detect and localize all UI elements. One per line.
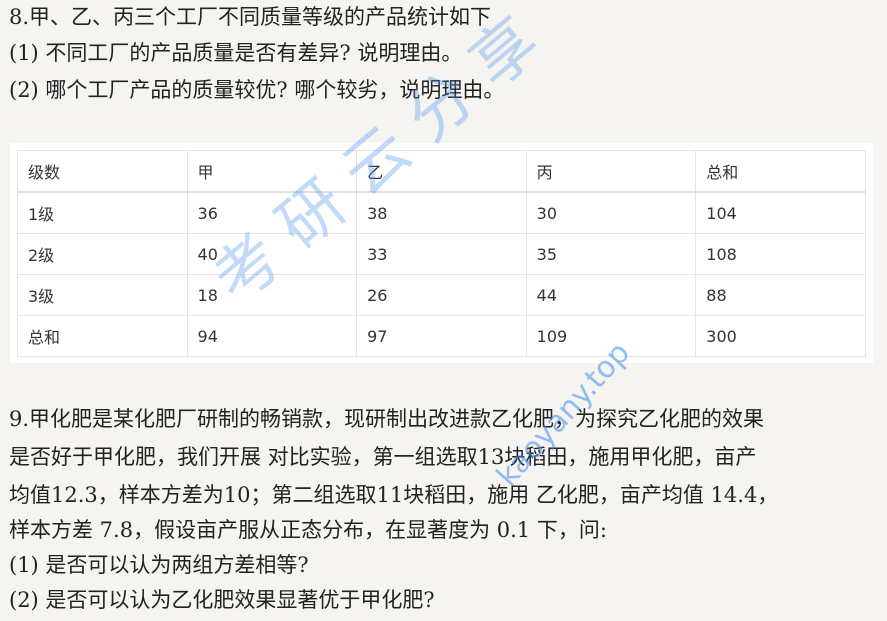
- table-header-row: 级数 甲 乙 丙 总和: [17, 150, 866, 193]
- header-cell: 级数: [17, 150, 188, 193]
- q9-line-6: (2) 是否可以认为乙化肥效果显著优于甲化肥?: [9, 588, 435, 612]
- table-row: 1级 36 38 30 104: [17, 191, 866, 234]
- header-cell: 总和: [695, 150, 866, 193]
- cell: 40: [186, 233, 358, 275]
- cell: 97: [356, 315, 527, 357]
- cell: 总和: [17, 315, 188, 357]
- cell: 33: [356, 233, 527, 275]
- quality-table: 级数 甲 乙 丙 总和 1级 36 38 30 104 2级 40 33 35 …: [17, 150, 866, 357]
- q9-line-3: 均值12.3，样本方差为10；第二组选取11块稻田，施用 乙化肥，亩产均值 14…: [9, 483, 779, 507]
- cell: 109: [525, 315, 697, 357]
- cell: 18: [186, 274, 358, 316]
- cell: 3级: [17, 274, 188, 316]
- q8-title: 8.甲、乙、丙三个工厂不同质量等级的产品统计如下: [9, 5, 492, 29]
- cell: 104: [695, 191, 866, 234]
- cell: 26: [356, 274, 527, 316]
- table-row: 3级 18 26 44 88: [17, 274, 866, 316]
- cell: 38: [356, 191, 527, 234]
- cell: 2级: [17, 233, 188, 275]
- table-row: 2级 40 33 35 108: [17, 233, 866, 275]
- table-row: 总和 94 97 109 300: [17, 315, 866, 357]
- q9-line-2: 是否好于甲化肥，我们开展 对比实验，第一组选取13块稻田，施用甲化肥，亩产: [9, 445, 757, 469]
- cell: 44: [525, 274, 697, 316]
- cell: 36: [186, 191, 358, 234]
- cell: 108: [695, 233, 866, 275]
- q9-line-4: 样本方差 7.8，假设亩产服从正态分布，在显著度为 0.1 下，问:: [9, 518, 607, 542]
- q9-line-5: (1) 是否可以认为两组方差相等?: [9, 553, 309, 577]
- header-cell: 丙: [525, 150, 697, 193]
- cell: 300: [695, 315, 866, 357]
- header-cell: 乙: [356, 150, 527, 193]
- cell: 94: [186, 315, 358, 357]
- cell: 88: [695, 274, 866, 316]
- cell: 1级: [17, 191, 188, 234]
- header-cell: 甲: [186, 150, 358, 193]
- q9-line-1: 9.甲化肥是某化肥厂研制的畅销款，现研制出改进款乙化肥，为探究乙化肥的效果: [9, 407, 765, 431]
- q8-sub2: (2) 哪个工厂产品的质量较优? 哪个较劣，说明理由。: [9, 78, 505, 102]
- cell: 35: [525, 233, 697, 275]
- q8-sub1: (1) 不同工厂的产品质量是否有差异? 说明理由。: [9, 41, 463, 65]
- cell: 30: [525, 191, 697, 234]
